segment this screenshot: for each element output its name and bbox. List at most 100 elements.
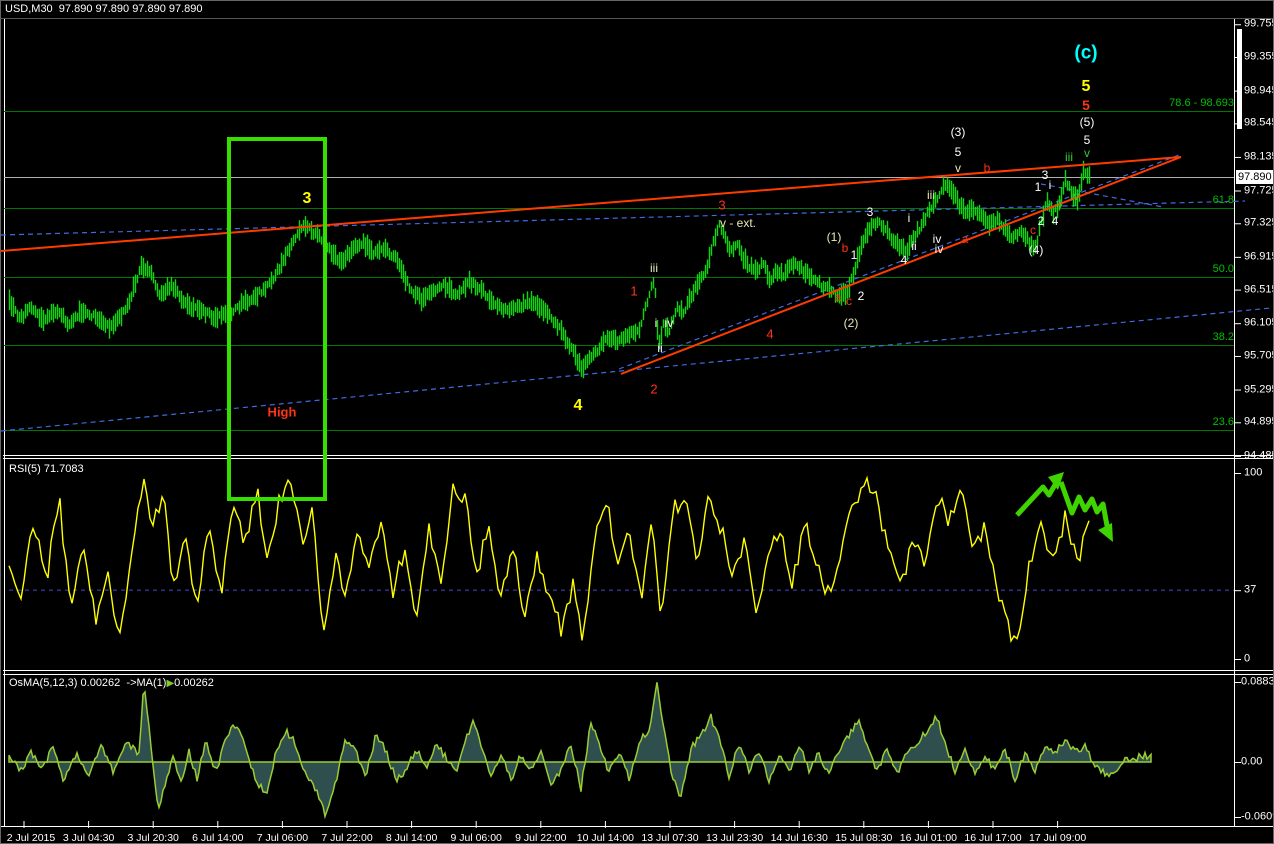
wave-label: 2 bbox=[1037, 214, 1045, 228]
time-axis-label: 14 Jul 16:30 bbox=[770, 832, 828, 844]
time-axis-label: 3 Jul 20:30 bbox=[127, 832, 179, 844]
wave-label: b bbox=[983, 161, 991, 175]
time-axis-label: 13 Jul 23:30 bbox=[705, 832, 764, 844]
rsi-line bbox=[8, 475, 1234, 644]
wave-label: b bbox=[841, 241, 849, 255]
price-axis-label: 95.295 bbox=[1244, 383, 1273, 396]
osma-axis-label: 0.00 bbox=[1241, 755, 1263, 768]
osma-indicator-label: OsMA(5,12,3) 0.00262 ->MA(1)▶0.00262 bbox=[9, 677, 214, 689]
time-axis-label: 9 Jul 22:00 bbox=[515, 832, 567, 844]
time-axis-label: 16 Jul 17:00 bbox=[964, 832, 1022, 844]
trend-arrow-annotation[interactable] bbox=[1015, 472, 1113, 542]
wave-label: i bbox=[907, 211, 911, 225]
price-axis-label: 96.915 bbox=[1244, 250, 1273, 263]
wave-label: (4) bbox=[1028, 243, 1044, 257]
wave-label: 2 bbox=[857, 289, 865, 303]
price-bars bbox=[8, 160, 1091, 379]
wave-label: iii bbox=[650, 261, 658, 275]
price-axis-label: 97.325 bbox=[1244, 216, 1273, 229]
rsi-indicator-label: RSI(5) 71.7083 bbox=[9, 463, 84, 475]
wave-label: 3 bbox=[1041, 168, 1049, 182]
time-axis-label: 16 Jul 01:00 bbox=[899, 832, 957, 844]
wave-label: iv bbox=[1070, 189, 1080, 203]
osma-label-text: OsMA(5,12,3) 0.00262 bbox=[9, 677, 121, 689]
time-axis-label: 6 Jul 14:00 bbox=[192, 832, 244, 844]
price-axis-label: 94.895 bbox=[1244, 415, 1273, 428]
price-axis-label: 97.725 bbox=[1244, 184, 1273, 196]
osma-histogram bbox=[8, 682, 1152, 820]
wave-label: 5 bbox=[1081, 78, 1091, 95]
pane-frames bbox=[1, 18, 1273, 827]
time-axis-label: 2 Jul 2015 bbox=[6, 832, 56, 844]
time-axis-label: 7 Jul 06:00 bbox=[256, 832, 309, 844]
wave-label: 4 bbox=[573, 397, 583, 414]
wave-label: a bbox=[834, 290, 842, 304]
wave-label: 4 bbox=[900, 253, 908, 267]
osma-axis-label: 0.08838 bbox=[1241, 675, 1273, 688]
time-axis-label: 13 Jul 07:30 bbox=[641, 832, 699, 844]
wave-label: 3 bbox=[718, 197, 726, 213]
fibonacci-levels[interactable] bbox=[4, 111, 1234, 431]
wave-label: a bbox=[961, 232, 969, 246]
wave-label: iii bbox=[927, 188, 935, 202]
time-axis-label: 15 Jul 08:30 bbox=[835, 832, 893, 844]
time-axis-label: 9 Jul 06:00 bbox=[450, 832, 502, 844]
wave-label: ii bbox=[1056, 197, 1062, 211]
osma-ma-value: 0.00262 bbox=[174, 677, 214, 689]
fib-level-label: 38.2 bbox=[1212, 331, 1234, 343]
time-axis-label: 7 Jul 22:00 bbox=[321, 832, 373, 844]
trendlines[interactable] bbox=[1, 156, 1182, 375]
price-axis-label: 96.105 bbox=[1244, 316, 1273, 329]
symbol-ohlc-text: USD,M30 97.890 97.890 97.890 97.890 bbox=[5, 3, 203, 15]
wave-label: 1 bbox=[630, 283, 638, 299]
wave-label: i bbox=[1048, 178, 1052, 192]
price-axis-label: 98.545 bbox=[1244, 116, 1273, 129]
price-axis-label: 98.135 bbox=[1244, 150, 1273, 163]
wave-label: (c) bbox=[1074, 42, 1098, 64]
wave-label: c bbox=[1030, 223, 1036, 237]
wave-label: 4 bbox=[1051, 214, 1059, 228]
wave-label: iii bbox=[1065, 150, 1073, 164]
time-axis-label: 17 Jul 09:00 bbox=[1028, 832, 1087, 844]
osma-ma-label: ->MA(1) bbox=[126, 677, 167, 689]
current-price-tag: 97.890 bbox=[1236, 170, 1273, 184]
wave-label: 3 bbox=[866, 205, 874, 219]
wave-label: 1 bbox=[850, 248, 858, 262]
fib-level-label: 50.0 bbox=[1212, 263, 1234, 275]
time-axis-label: 8 Jul 14:00 bbox=[385, 832, 438, 844]
osma-axis-label: -0.06098 bbox=[1241, 810, 1273, 823]
wave-label: iv bbox=[664, 316, 674, 330]
rsi-axis-label: 0 bbox=[1244, 652, 1251, 665]
wave-label: (1) bbox=[826, 230, 842, 244]
price-axis-label: 98.945 bbox=[1244, 84, 1273, 97]
wave-label: (3) bbox=[950, 125, 966, 139]
rsi-label-text: RSI(5) 71.7083 bbox=[9, 463, 84, 475]
wave-label: 2 bbox=[650, 381, 658, 397]
axis-ticks bbox=[23, 24, 1241, 828]
wave-label: v - ext. bbox=[719, 216, 757, 230]
wave-label: 3 bbox=[302, 190, 312, 207]
wave-label: iv bbox=[934, 242, 944, 256]
fib-level-label: 61.8 bbox=[1212, 194, 1234, 206]
price-axis-label: 99.355 bbox=[1244, 50, 1273, 63]
chart-title: USD,M30 97.890 97.890 97.890 97.890 bbox=[5, 3, 203, 15]
price-axis-label: 99.755 bbox=[1244, 17, 1273, 30]
wave-label: 5 bbox=[1082, 97, 1090, 113]
osma-ma-marker-icon: ▶ bbox=[166, 678, 175, 689]
fib-level-label: 78.6 - 98.693 bbox=[1169, 97, 1234, 109]
wave-label: i bbox=[654, 316, 658, 330]
wave-label: (5) bbox=[1079, 115, 1095, 129]
wave-label: 5 bbox=[1083, 133, 1091, 147]
wave-label: ii bbox=[911, 239, 917, 253]
highlight-rectangle[interactable] bbox=[227, 137, 327, 501]
wave-label: 5 bbox=[954, 145, 962, 159]
wave-label: iv bbox=[932, 232, 942, 246]
fib-level-label: 23.6 bbox=[1212, 416, 1234, 428]
scrollbar-thumb[interactable] bbox=[1237, 29, 1242, 129]
wave-label: c bbox=[846, 294, 852, 308]
price-axis-label: 96.515 bbox=[1244, 283, 1273, 296]
rsi-axis-label: 100 bbox=[1244, 466, 1263, 479]
wave-label: v bbox=[1084, 146, 1090, 160]
